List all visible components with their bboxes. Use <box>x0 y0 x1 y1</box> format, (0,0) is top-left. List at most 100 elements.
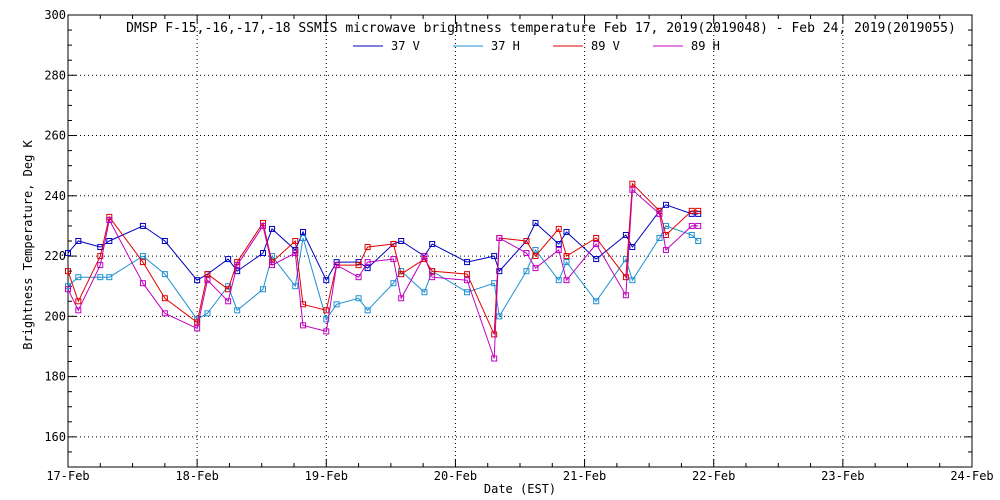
data-point <box>662 201 669 208</box>
data-point <box>491 355 498 362</box>
data-point <box>161 238 168 244</box>
data-point <box>75 298 82 305</box>
data-point <box>688 231 695 238</box>
data-point <box>421 289 428 296</box>
axis-ticks: 160 180 200 220 240 260 280 300 17-Feb 18-Feb 19-F… <box>44 8 993 483</box>
data-point <box>204 277 211 284</box>
series-89-h <box>65 186 702 362</box>
x-tick-label: 22-Feb <box>692 469 735 483</box>
data-point <box>300 234 307 241</box>
data-point <box>532 219 539 226</box>
y-tick-label: 280 <box>44 68 66 82</box>
data-point <box>139 280 146 287</box>
data-point <box>464 259 471 266</box>
data-point <box>688 207 695 214</box>
data-point <box>464 277 471 284</box>
data-point <box>364 307 371 314</box>
data-point <box>300 322 307 329</box>
data-point <box>269 225 276 232</box>
data-point <box>398 295 405 302</box>
data-point <box>300 228 307 235</box>
data-point <box>225 256 232 263</box>
data-point <box>523 250 530 257</box>
data-point <box>491 331 498 338</box>
data-point <box>563 277 570 284</box>
data-point <box>323 328 330 335</box>
x-tick-label: 19-Feb <box>305 469 348 483</box>
data-point <box>292 238 299 244</box>
data-point <box>555 277 562 284</box>
data-point <box>364 265 371 272</box>
data-point <box>323 307 330 314</box>
x-tick-label: 24-Feb <box>950 469 993 483</box>
legend-label: 37 H <box>491 39 520 53</box>
data-point <box>390 256 397 263</box>
data-point <box>662 247 669 254</box>
data-point <box>629 186 636 193</box>
data-point <box>194 325 201 332</box>
data-point <box>398 238 405 244</box>
data-point <box>532 253 539 260</box>
y-tick-label: 160 <box>44 430 66 444</box>
data-point <box>75 274 82 281</box>
series-line <box>67 182 699 335</box>
data-point <box>323 277 330 284</box>
data-point <box>65 286 71 293</box>
data-point <box>355 274 362 281</box>
data-point <box>161 271 168 278</box>
plot-area-frame <box>67 14 973 468</box>
y-tick-label: 240 <box>44 189 66 203</box>
data-point <box>106 238 113 244</box>
data-point <box>364 259 371 266</box>
data-point <box>269 262 276 269</box>
grid-lines <box>68 15 972 467</box>
x-axis-label: Date (EST) <box>484 482 556 496</box>
data-point <box>593 256 600 263</box>
data-point <box>65 250 71 257</box>
data-point <box>593 298 600 305</box>
y-axis-label: Brightness Temperature, Deg K <box>21 139 35 349</box>
data-point <box>161 295 168 302</box>
series-line <box>67 225 699 321</box>
series-line <box>67 188 699 359</box>
series-37-h <box>65 222 702 323</box>
data-point <box>65 283 71 290</box>
data-point <box>333 301 340 308</box>
data-point <box>75 307 82 314</box>
data-point <box>523 268 530 275</box>
data-point <box>390 241 397 248</box>
x-tick-label: 18-Feb <box>175 469 218 483</box>
data-point <box>323 316 330 323</box>
y-tick-label: 300 <box>44 8 66 22</box>
data-point <box>629 277 636 284</box>
data-point <box>260 286 267 293</box>
x-tick-label: 17-Feb <box>46 469 89 483</box>
data-point <box>139 259 146 266</box>
data-point <box>355 262 362 269</box>
data-point <box>532 265 539 272</box>
data-point <box>695 238 702 244</box>
data-point <box>695 207 702 214</box>
data-point <box>364 244 371 251</box>
data-point <box>204 310 211 317</box>
data-point <box>563 253 570 260</box>
legend-label: 89 H <box>691 39 720 53</box>
data-point <box>292 283 299 290</box>
data-point <box>234 262 241 269</box>
data-point <box>496 234 503 241</box>
y-tick-label: 200 <box>44 309 66 323</box>
data-point <box>355 295 362 302</box>
data-point <box>555 247 562 254</box>
data-point <box>695 210 702 217</box>
data-point <box>656 234 663 241</box>
data-point <box>496 268 503 275</box>
data-point <box>563 228 570 235</box>
data-point <box>106 216 113 223</box>
data-point <box>97 274 104 281</box>
data-point <box>97 262 104 269</box>
data-point <box>292 247 299 254</box>
x-tick-label: 21-Feb <box>563 469 606 483</box>
data-point <box>260 222 267 229</box>
data-point <box>204 271 211 278</box>
